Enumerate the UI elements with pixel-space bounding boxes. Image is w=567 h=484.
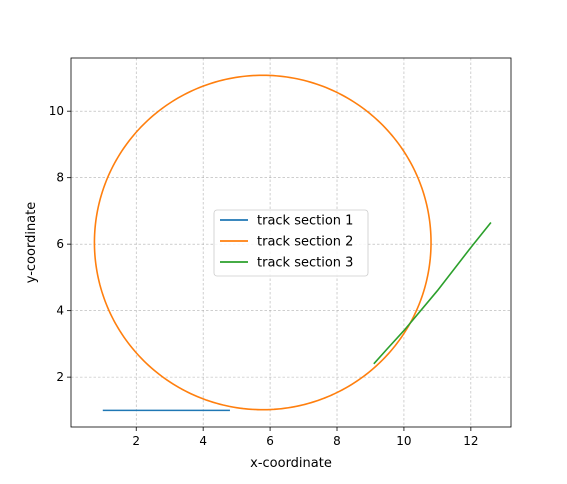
x-tick-label: 6 xyxy=(266,434,274,448)
legend-label-3: track section 3 xyxy=(257,256,353,271)
x-tick-label: 10 xyxy=(396,434,411,448)
legend: track section 1 track section 2 track sect… xyxy=(213,209,369,277)
x-axis-ticks: 2 4 6 8 10 12 xyxy=(132,427,478,448)
y-tick-label: 4 xyxy=(56,304,64,318)
x-tick-label: 4 xyxy=(199,434,207,448)
x-tick-label: 8 xyxy=(333,434,341,448)
y-tick-label: 8 xyxy=(56,171,64,185)
grid xyxy=(71,58,511,427)
x-axis-label: x-coordinate xyxy=(250,456,332,471)
legend-label-1: track section 1 xyxy=(257,214,353,229)
y-tick-label: 10 xyxy=(49,104,64,118)
legend-label-2: track section 2 xyxy=(257,235,353,250)
y-axis-ticks: 2 4 6 8 10 xyxy=(49,104,71,384)
legend-box xyxy=(213,209,369,277)
y-axis-label: y-coordinate xyxy=(24,202,39,284)
x-tick-label: 2 xyxy=(132,434,140,448)
series-layer xyxy=(93,74,492,412)
y-tick-label: 2 xyxy=(56,370,64,384)
y-tick-label: 6 xyxy=(56,237,64,251)
plot-frame xyxy=(70,57,512,428)
series-line-3 xyxy=(373,222,492,365)
series-line-2 xyxy=(93,74,432,411)
x-tick-label: 12 xyxy=(463,434,478,448)
